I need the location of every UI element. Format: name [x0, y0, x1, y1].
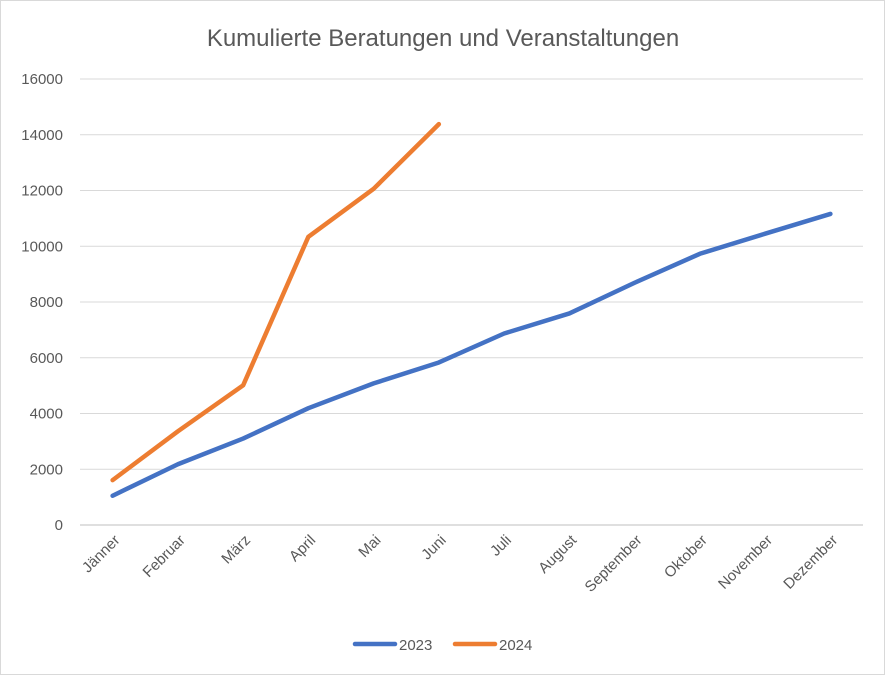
y-tick-label: 6000: [30, 350, 63, 367]
legend-label-2023: 2023: [399, 637, 432, 654]
chart-title: Kumulierte Beratungen und Veranstaltunge…: [207, 25, 679, 52]
x-tick-label: November: [715, 532, 776, 593]
y-axis-ticks: 0 2000 4000 6000 8000 10000 12000 14000 16000: [21, 71, 63, 534]
y-tick-label: 12000: [21, 183, 63, 200]
x-tick-label: August: [535, 531, 581, 577]
x-axis-ticks: Jänner Februar März April Mai Juni Juli August S…: [79, 531, 841, 595]
x-tick-label: September: [582, 532, 646, 596]
x-tick-label: Juni: [418, 532, 449, 563]
y-tick-label: 10000: [21, 238, 63, 255]
x-tick-label: Februar: [140, 532, 189, 581]
legend: 2023 2024: [352, 637, 532, 654]
x-tick-label: Oktober: [661, 532, 711, 582]
series-line-2024: [110, 121, 442, 483]
y-tick-label: 4000: [30, 406, 63, 423]
x-tick-label: Dezember: [780, 532, 841, 593]
series-lines: [110, 121, 833, 498]
y-tick-label: 0: [55, 517, 63, 534]
y-tick-label: 14000: [21, 127, 63, 144]
gridlines: [80, 78, 863, 526]
y-tick-label: 8000: [30, 294, 63, 311]
y-tick-label: 2000: [30, 461, 63, 478]
series-line-2023: [110, 211, 833, 498]
x-tick-label: März: [218, 532, 254, 568]
x-tick-label: Jänner: [79, 532, 123, 576]
x-tick-label: April: [286, 532, 319, 565]
x-tick-label: Juli: [487, 532, 515, 560]
y-tick-label: 16000: [21, 71, 63, 88]
x-tick-label: Mai: [355, 532, 384, 561]
legend-label-2024: 2024: [499, 637, 532, 654]
